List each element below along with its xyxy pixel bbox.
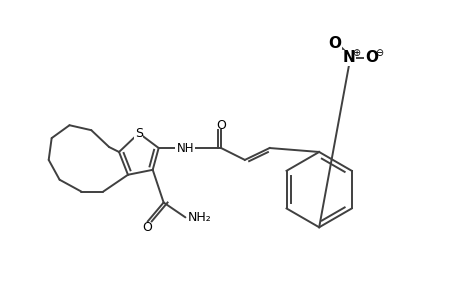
Text: O: O bbox=[364, 50, 377, 65]
Text: O: O bbox=[328, 37, 341, 52]
Text: ⊕: ⊕ bbox=[351, 48, 359, 58]
Text: N: N bbox=[342, 50, 354, 65]
Text: NH₂: NH₂ bbox=[187, 211, 211, 224]
Text: O: O bbox=[141, 221, 151, 234]
Text: ⊖: ⊖ bbox=[375, 48, 383, 58]
Text: O: O bbox=[216, 119, 225, 132]
Text: NH: NH bbox=[176, 142, 194, 154]
Text: S: S bbox=[134, 127, 143, 140]
